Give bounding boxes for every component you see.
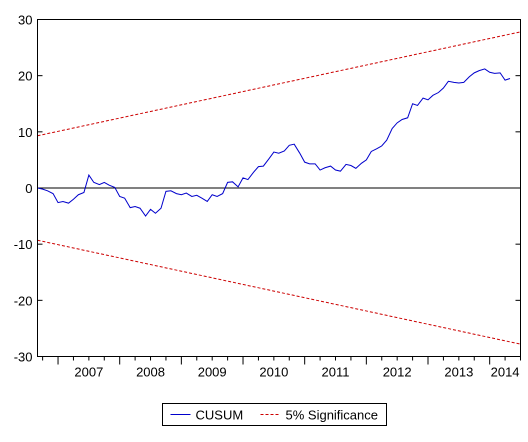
legend-label: 5% Significance (286, 408, 379, 423)
x-tick-label: 2009 (198, 365, 227, 380)
y-tick-label: 10 (18, 125, 32, 140)
x-tick-label: 2010 (259, 365, 288, 380)
plot-area-frame (37, 19, 521, 357)
x-tick-label: 2011 (322, 365, 350, 380)
y-tick-label: 30 (18, 13, 32, 28)
x-tick-label: 2013 (444, 365, 473, 380)
legend: CUSUM 5% Significance (162, 403, 387, 426)
x-axis-ticks: 2007 2008 2009 2010 2011 2012 2013 2014 (42, 356, 521, 380)
significance-band-line (37, 239, 521, 345)
cusum-line (37, 68, 511, 217)
x-tick-label: 2012 (383, 365, 412, 380)
significance-band-line (37, 31, 521, 137)
x-tick-label: 2008 (136, 365, 165, 380)
series-layer (37, 31, 521, 345)
x-tick-label: 2007 (74, 365, 103, 380)
y-tick-label: -30 (14, 350, 33, 365)
x-tick-label: 2014 (491, 365, 520, 380)
legend-box (162, 403, 387, 426)
y-tick-label: -10 (14, 237, 33, 252)
y-tick-label: 0 (25, 181, 32, 196)
legend-label: CUSUM (196, 408, 244, 423)
y-tick-label: -20 (14, 293, 33, 308)
y-tick-label: 20 (18, 69, 32, 84)
